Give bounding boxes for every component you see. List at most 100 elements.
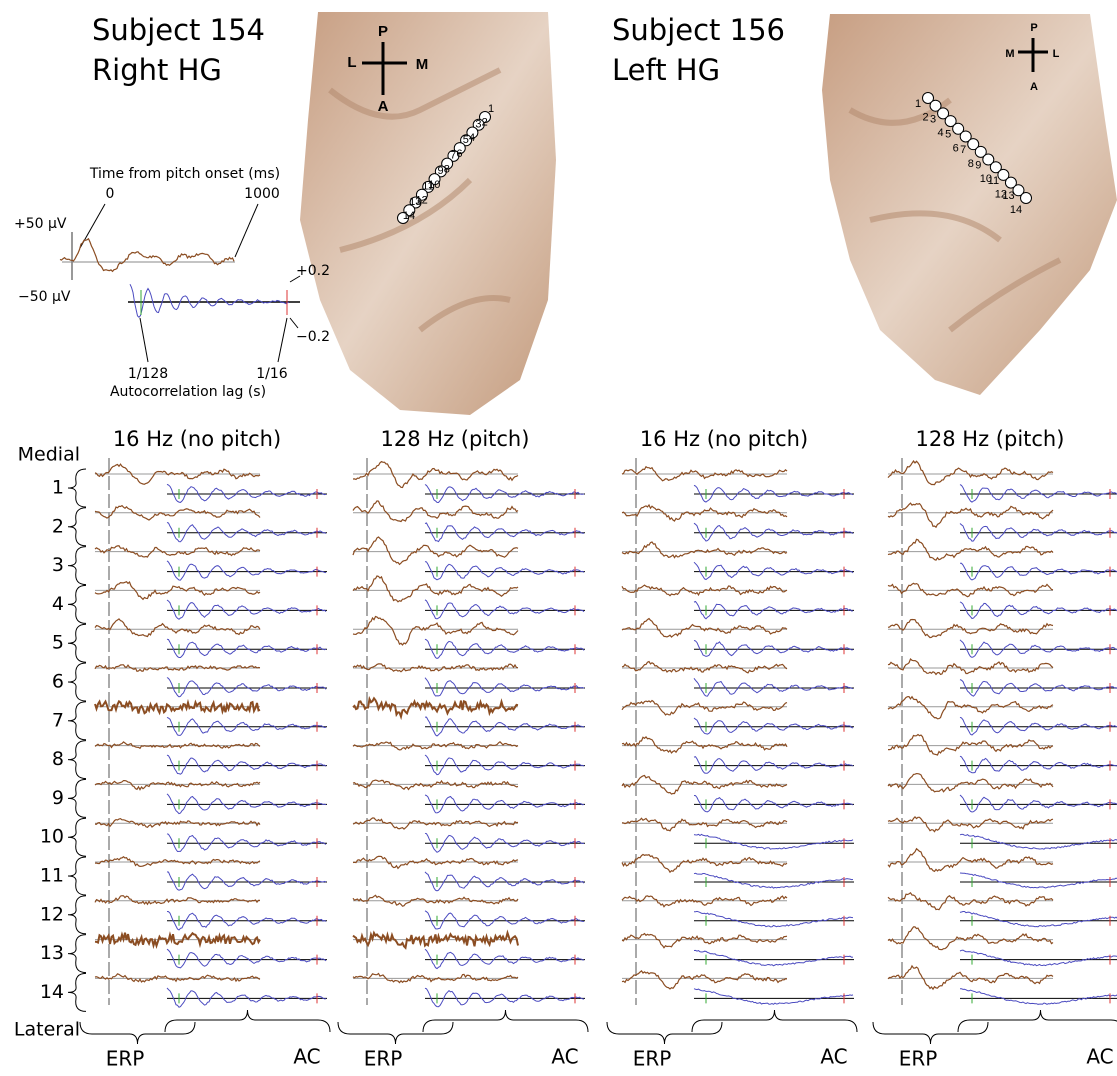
ac-bracket [165, 1010, 330, 1032]
row-brace [68, 896, 86, 934]
row-brace [68, 508, 86, 546]
row-brace [68, 702, 86, 740]
electrode-label: 5 [945, 129, 951, 141]
row-brace [68, 663, 86, 701]
erp-trace [353, 933, 518, 948]
electrode-label: 13 [1002, 190, 1014, 202]
erp-trace [888, 849, 1053, 872]
ac-trace [694, 911, 853, 927]
electrode-label: 1 [488, 103, 494, 115]
ac-bracket [958, 1010, 1117, 1032]
orientation-label: P [1030, 22, 1037, 34]
row-brace [68, 973, 86, 1011]
ac-trace [694, 757, 853, 774]
row-brace [68, 857, 86, 895]
row-label: 10 [40, 826, 64, 848]
electrode-label: 8 [968, 158, 974, 170]
legend-text: 1/16 [256, 366, 288, 382]
bracket-label: ERP [364, 1047, 403, 1071]
ac-trace [167, 484, 326, 502]
legend-text: Autocorrelation lag (s) [110, 384, 266, 400]
electrode-label: 4 [938, 127, 944, 139]
hemisphere-title: Left HG [612, 53, 720, 87]
electrode-label: 14 [1010, 204, 1022, 216]
ac-trace [130, 284, 289, 317]
legend-text: 0 [106, 186, 115, 202]
ac-trace [167, 949, 326, 968]
bracket-label: AC [820, 1045, 847, 1069]
ac-trace [167, 988, 326, 1007]
ac-trace [167, 561, 326, 580]
ac-trace [694, 796, 853, 812]
electrode-label: 6 [456, 148, 462, 160]
electrode-label: 4 [469, 132, 475, 144]
electrode [1021, 193, 1032, 204]
ac-trace [425, 911, 584, 929]
row-label: 6 [52, 671, 64, 693]
erp-trace [888, 659, 1053, 674]
erp-bracket [873, 1022, 988, 1044]
erp-bracket [338, 1022, 453, 1044]
ac-trace [694, 562, 853, 579]
ac-trace [425, 949, 584, 968]
orientation-label: M [416, 56, 429, 73]
legend-text: −50 µV [18, 289, 71, 305]
orientation-label: L [347, 54, 356, 71]
ac-trace [425, 678, 584, 696]
bracket-label: AC [1086, 1045, 1113, 1069]
ac-bracket [692, 1010, 857, 1032]
erp-trace [622, 896, 787, 907]
legend-leaders [72, 204, 300, 362]
ac-trace [167, 872, 326, 890]
erp-trace [353, 617, 518, 645]
electrode-label: 2 [482, 117, 488, 129]
erp-trace [888, 539, 1053, 560]
figure: Subject 154 Right HG Subject 156 Left HG… [0, 0, 1117, 1076]
erp-trace [888, 817, 1053, 832]
orientation-label: P [378, 23, 388, 40]
electrode-label: 7 [450, 150, 456, 162]
electrode-label: 11 [988, 175, 999, 187]
ac-trace [960, 717, 1117, 735]
row-label: 8 [52, 748, 64, 770]
electrode-label: 11 [422, 181, 433, 193]
ac-trace [425, 755, 584, 775]
ac-trace [694, 678, 853, 696]
erp-bracket [607, 1022, 722, 1044]
erp-trace [60, 239, 234, 272]
electrode-label: 5 [463, 134, 469, 146]
electrode-label: 9 [975, 159, 981, 171]
row-label: 5 [52, 632, 64, 654]
legend-text: −0.2 [296, 329, 330, 345]
erp-trace [95, 619, 260, 637]
electrode-label: 1 [915, 98, 921, 110]
ac-trace [425, 988, 584, 1007]
row-label: 12 [40, 903, 64, 925]
subject-title: Subject 156 [612, 13, 785, 47]
erp-trace [95, 701, 260, 713]
row-label: 11 [40, 865, 64, 887]
ac-trace [425, 562, 584, 580]
brain-image [822, 14, 1117, 395]
row-brace [68, 818, 86, 856]
erp-trace [622, 934, 787, 948]
row-label: 3 [52, 554, 64, 576]
ac-trace [694, 989, 853, 1005]
ac-trace [960, 950, 1117, 966]
legend-text: Time from pitch onset (ms) [89, 166, 280, 182]
erp-trace [353, 462, 518, 488]
erp-trace [888, 735, 1053, 756]
legend-text: 1000 [244, 186, 280, 202]
erp-trace [622, 542, 787, 558]
row-label: 13 [40, 942, 64, 964]
ac-trace [425, 600, 584, 619]
erp-trace [622, 619, 787, 637]
ac-trace [694, 718, 853, 734]
legend-text: 1/128 [128, 366, 168, 382]
ac-trace [167, 678, 326, 697]
electrode-label: 14 [403, 210, 415, 222]
erp-trace [622, 971, 787, 989]
erp-trace [353, 576, 518, 602]
erp-trace [622, 737, 787, 753]
bracket-label: ERP [899, 1047, 938, 1071]
